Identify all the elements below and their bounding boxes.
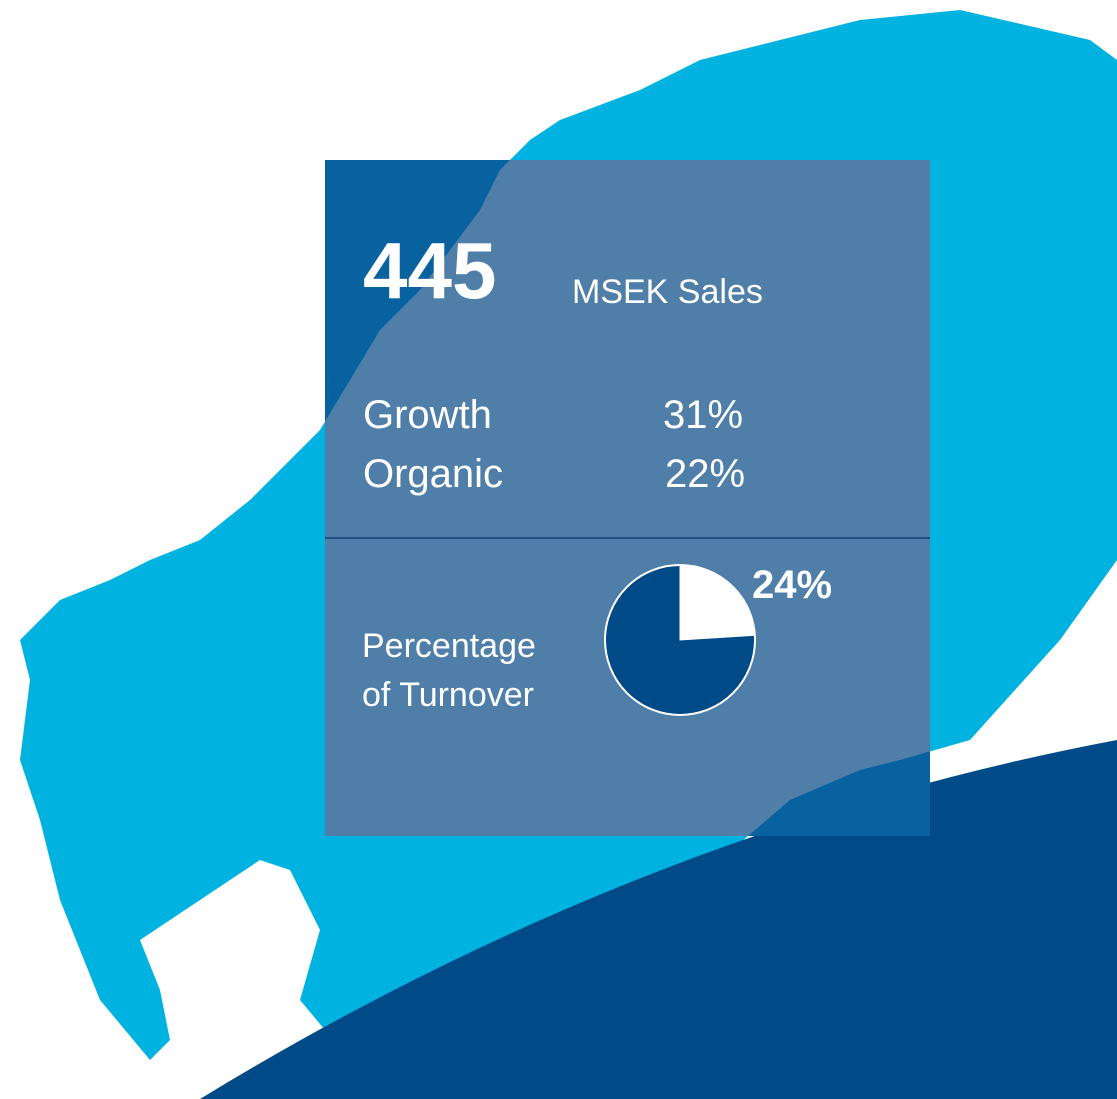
stat-value: 22% bbox=[665, 452, 745, 496]
pie-slice bbox=[679, 564, 756, 641]
sales-label: MSEK Sales bbox=[572, 273, 763, 311]
turnover-label: Percentage bbox=[362, 627, 536, 665]
stat-value: 31% bbox=[663, 393, 743, 437]
turnover-label: of Turnover bbox=[362, 676, 534, 714]
turnover-value: 24% bbox=[752, 563, 832, 607]
sales-value: 445 bbox=[363, 226, 496, 315]
stat-label: Growth bbox=[363, 393, 492, 437]
stat-label: Organic bbox=[363, 452, 503, 496]
